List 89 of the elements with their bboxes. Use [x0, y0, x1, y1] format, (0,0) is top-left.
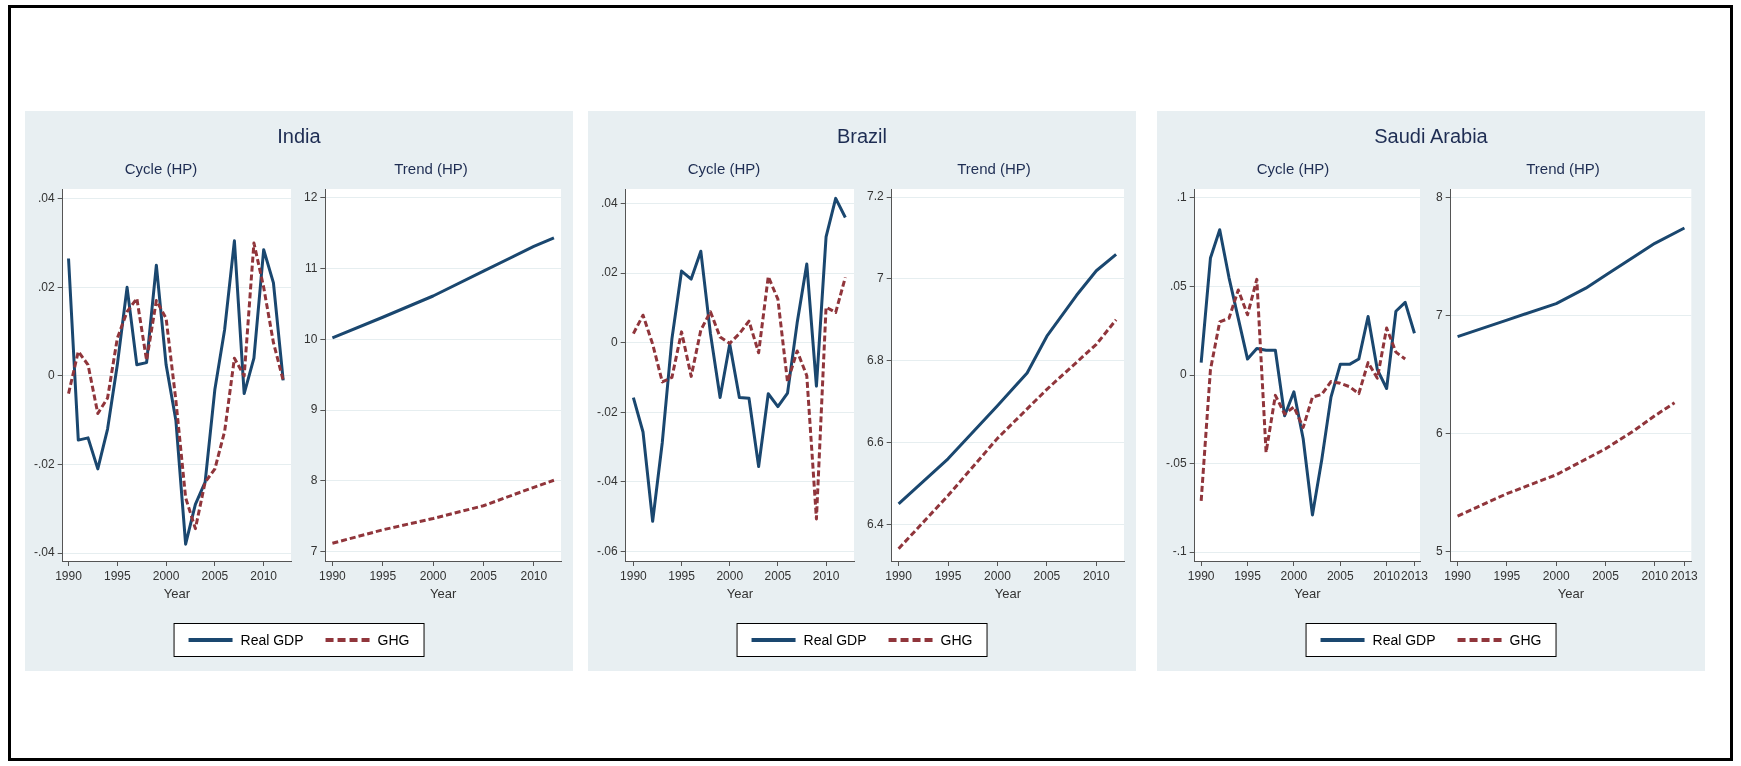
y-tick-label: 7.2 — [866, 189, 884, 204]
y-tick-label: 0 — [610, 334, 618, 349]
x-tick-label: 1995 — [668, 568, 696, 583]
y-tick-label: 0 — [1179, 367, 1187, 382]
x-axis-title: Year — [1294, 585, 1322, 601]
y-tick-label: 7 — [1435, 307, 1443, 322]
y-tick-label: 12 — [303, 189, 318, 204]
x-tick-label: 1995 — [934, 568, 962, 583]
x-tick-label: 1995 — [103, 568, 131, 583]
y-tick-label: .1 — [1176, 190, 1187, 205]
x-axis-title: Year — [1557, 585, 1585, 601]
chart-title: Saudi Arabia — [1373, 125, 1489, 148]
x-tick-label: 2005 — [1033, 568, 1061, 583]
y-tick-label: -.1 — [1172, 544, 1187, 559]
legend-label: Real GDP — [1372, 632, 1436, 648]
x-tick-label: 2005 — [201, 568, 229, 583]
y-tick-label: 6.8 — [866, 353, 884, 367]
x-tick-label: 1990 — [885, 568, 913, 583]
x-tick-label: 2000 — [1542, 568, 1570, 583]
x-tick-label: 2010 — [1373, 568, 1401, 583]
x-tick-label: 2005 — [1326, 568, 1354, 583]
y-tick-label: -.02 — [33, 456, 55, 471]
x-tick-label: 1995 — [1234, 568, 1262, 583]
chart-subtitle: Cycle (HP) — [687, 160, 761, 178]
chart-subtitle: Cycle (HP) — [1256, 160, 1330, 178]
line-series — [330, 478, 556, 545]
x-tick-label: 2013 — [1401, 568, 1429, 583]
y-tick-label: -.06 — [596, 543, 618, 558]
x-axis-title: Year — [163, 585, 191, 601]
line-series — [897, 318, 1118, 551]
y-tick-label: 6.6 — [866, 434, 884, 449]
chart-subtitle: Trend (HP) — [1526, 160, 1600, 178]
chart-title: India — [276, 125, 322, 148]
line-series — [1199, 277, 1407, 503]
y-tick-label: .04 — [600, 195, 618, 210]
x-tick-label: 2000 — [1280, 568, 1308, 583]
y-tick-label: .02 — [37, 279, 55, 294]
x-tick-label: 2010 — [1641, 568, 1669, 583]
x-tick-label: 2010 — [520, 568, 548, 583]
y-tick-label: 11 — [304, 260, 318, 275]
y-tick-label: -.04 — [33, 545, 55, 560]
line-series — [631, 275, 847, 521]
y-tick-label: 7 — [876, 271, 884, 286]
legend-label: GHG — [377, 632, 410, 648]
x-tick-label: 2005 — [764, 568, 792, 583]
line-series — [1456, 401, 1677, 518]
x-tick-label: 1995 — [1493, 568, 1521, 583]
x-tick-label: 1990 — [620, 568, 648, 583]
x-tick-label: 1990 — [55, 568, 83, 583]
x-axis-title: Year — [726, 585, 754, 601]
x-tick-label: 1990 — [1187, 568, 1215, 583]
x-tick-label: 2000 — [716, 568, 744, 583]
x-axis-title: Year — [994, 585, 1022, 601]
legend-label: GHG — [1509, 632, 1542, 648]
y-tick-label: -.04 — [596, 474, 618, 489]
chart-subtitle: Cycle (HP) — [124, 160, 198, 178]
x-tick-label: 2000 — [419, 568, 447, 583]
chart-title: Brazil — [836, 125, 888, 148]
x-tick-label: 1995 — [369, 568, 397, 583]
x-tick-label: 2000 — [152, 568, 180, 583]
y-tick-label: 6.4 — [866, 516, 884, 531]
y-tick-label: 7 — [310, 544, 318, 559]
x-axis-title: Year — [430, 585, 457, 601]
x-tick-label: 2010 — [250, 568, 278, 583]
y-tick-label: 8 — [310, 473, 318, 488]
x-tick-label: 2010 — [1082, 568, 1110, 583]
y-tick-label: 10 — [303, 331, 318, 346]
legend-label: GHG — [940, 632, 973, 648]
legend-label: Real GDP — [803, 632, 867, 648]
y-tick-label: .04 — [37, 191, 55, 206]
y-tick-label: 5 — [1435, 543, 1443, 558]
y-tick-label: 0 — [47, 368, 55, 383]
chart-subtitle: Trend (HP) — [957, 160, 1031, 178]
chart-subtitle: Trend (HP) — [394, 160, 468, 178]
y-tick-label: 6 — [1435, 425, 1443, 440]
x-tick-label: 1990 — [1444, 568, 1472, 583]
y-tick-label: 9 — [310, 402, 318, 417]
y-tick-label: .02 — [600, 265, 618, 280]
x-tick-label: 2005 — [470, 568, 498, 583]
y-tick-label: -.02 — [596, 404, 618, 419]
x-tick-label: 2010 — [812, 568, 840, 583]
y-tick-label: -.05 — [1165, 455, 1187, 470]
y-tick-label: 8 — [1435, 189, 1443, 204]
legend-label: Real GDP — [240, 632, 304, 648]
x-tick-label: 2005 — [1592, 568, 1620, 583]
x-tick-label: 1990 — [319, 568, 347, 583]
x-tick-label: 2013 — [1671, 568, 1699, 583]
x-tick-label: 2000 — [984, 568, 1012, 583]
y-tick-label: .05 — [1169, 278, 1187, 293]
